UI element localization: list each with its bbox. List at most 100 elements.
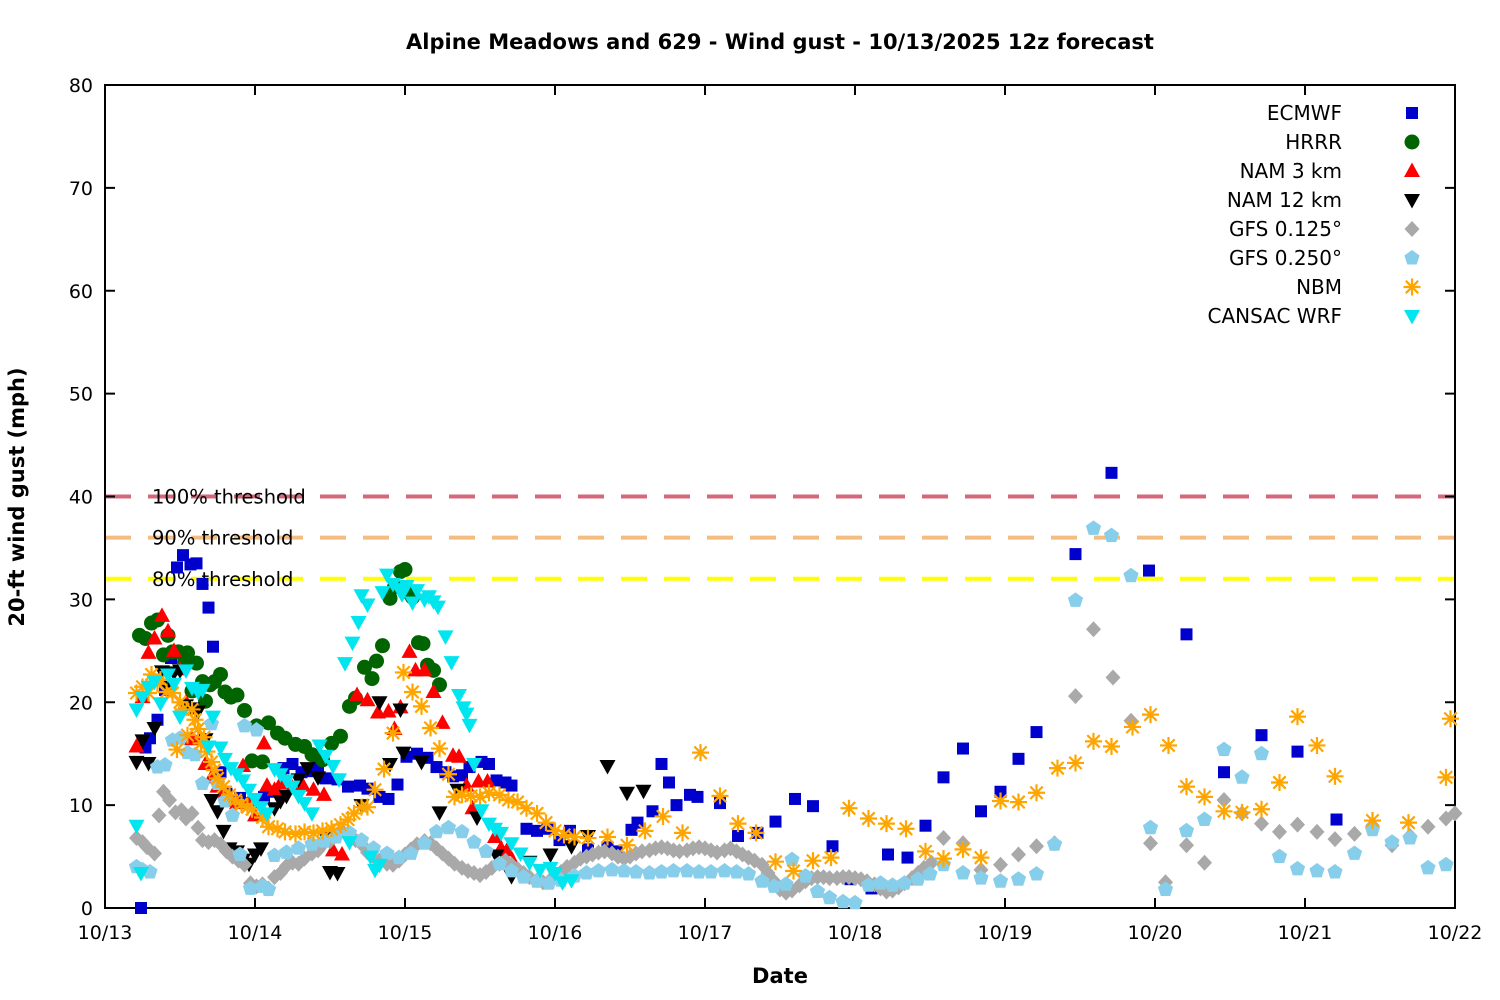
point-ecmwf — [1030, 726, 1043, 739]
point-nbm — [500, 791, 517, 809]
point-nbm — [206, 761, 223, 779]
point-legend-marker-gfs-0-250 — [1404, 250, 1420, 265]
point-ecmwf — [1012, 752, 1025, 765]
point-nbm — [1215, 802, 1233, 820]
point-nbm — [462, 787, 480, 805]
legend-label-nam-12-km: NAM 12 km — [1227, 188, 1342, 212]
point-gfs-0-250 — [1309, 863, 1325, 878]
legend-label-ecmwf: ECMWF — [1267, 101, 1342, 125]
point-gfs-0-250 — [1402, 830, 1418, 845]
point-nbm — [1067, 754, 1084, 772]
point-cansac-wrf — [194, 683, 211, 699]
point-nbm — [1253, 800, 1270, 818]
point-cansac-wrf — [344, 636, 361, 652]
point-nam-3-km — [256, 734, 272, 750]
x-tick-label: 10/15 — [378, 922, 433, 944]
point-cansac-wrf — [235, 774, 251, 789]
point-hrrr — [198, 693, 213, 709]
point-gfs-0-250 — [515, 869, 532, 884]
point-nam-3-km — [425, 683, 442, 698]
point-nbm — [471, 788, 489, 806]
point-nbm — [453, 786, 471, 804]
point-gfs-0-125 — [1309, 823, 1325, 840]
point-nbm — [767, 853, 784, 871]
point-nbm — [1103, 737, 1120, 755]
point-gfs-0-125 — [1011, 846, 1026, 863]
point-hrrr — [375, 638, 390, 654]
point-nam-12-km — [635, 784, 652, 800]
point-cansac-wrf — [409, 584, 425, 599]
point-hrrr — [261, 715, 276, 731]
point-gfs-0-250 — [973, 870, 989, 885]
point-nbm — [254, 808, 271, 826]
point-nbm — [579, 829, 597, 847]
point-nbm — [192, 734, 210, 752]
point-gfs-0-250 — [1142, 819, 1159, 835]
point-gfs-0-125 — [993, 856, 1008, 873]
point-nbm — [345, 804, 363, 822]
point-gfs-0-250 — [242, 880, 259, 895]
x-tick-label: 10/17 — [678, 922, 733, 944]
point-nam-12-km — [215, 824, 232, 840]
point-nbm — [599, 828, 616, 846]
point-ecmwf — [196, 577, 209, 590]
x-tick-label: 10/22 — [1428, 922, 1483, 944]
point-legend-marker-nam-12-km — [1404, 194, 1420, 209]
point-nbm — [1308, 736, 1326, 754]
point-nam-12-km — [209, 805, 226, 820]
point-ecmwf — [1180, 628, 1193, 641]
point-ecmwf — [957, 742, 969, 755]
point-cansac-wrf — [311, 739, 328, 754]
point-ecmwf — [564, 824, 576, 837]
point-ecmwf — [789, 792, 801, 805]
point-gfs-0-250 — [260, 881, 277, 896]
point-gfs-0-250 — [1123, 567, 1139, 583]
point-cansac-wrf — [493, 826, 509, 842]
point-cansac-wrf — [563, 874, 580, 889]
point-gfs-0-125 — [1447, 805, 1463, 822]
point-cansac-wrf — [152, 697, 169, 712]
point-ecmwf — [901, 851, 914, 864]
point-gfs-0-250 — [1010, 871, 1027, 886]
point-gfs-0-250 — [1196, 811, 1213, 826]
point-gfs-0-250 — [922, 866, 938, 881]
point-gfs-0-250 — [187, 746, 203, 762]
point-cansac-wrf — [532, 863, 548, 879]
point-gfs-0-250 — [778, 876, 794, 891]
point-hrrr — [369, 653, 384, 669]
point-ecmwf — [391, 778, 404, 791]
point-gfs-0-250 — [1216, 741, 1232, 756]
point-ecmwf — [826, 840, 839, 853]
point-nbm — [518, 799, 535, 817]
point-cansac-wrf — [146, 675, 163, 691]
point-ecmwf — [691, 790, 704, 803]
point-cansac-wrf — [371, 858, 388, 874]
x-tick-label: 10/13 — [78, 922, 133, 944]
point-gfs-0-250 — [1178, 822, 1195, 838]
point-hrrr — [357, 659, 372, 675]
point-gfs-0-250 — [884, 877, 901, 892]
point-nam-12-km — [128, 755, 145, 771]
point-nbm — [636, 822, 654, 840]
point-nbm — [332, 816, 349, 834]
point-nbm — [152, 671, 169, 689]
point-nbm — [491, 786, 508, 804]
point-gfs-0-125 — [1420, 818, 1436, 835]
point-gfs-0-250 — [194, 775, 211, 790]
point-gfs-0-250 — [754, 873, 770, 888]
point-gfs-0-125 — [190, 819, 206, 836]
point-hrrr — [364, 671, 380, 687]
point-nam-12-km — [542, 848, 559, 864]
point-nam-3-km — [128, 737, 145, 753]
point-nbm — [174, 700, 192, 718]
point-hrrr — [415, 636, 431, 652]
point-gfs-0-250 — [847, 894, 863, 910]
point-cansac-wrf — [374, 586, 391, 601]
point-gfs-0-250 — [248, 722, 265, 737]
point-gfs-0-250 — [784, 851, 800, 867]
x-tick-label: 10/20 — [1128, 922, 1183, 944]
point-ecmwf — [670, 799, 683, 812]
point-nam-12-km — [278, 789, 295, 805]
point-gfs-0-250 — [157, 757, 173, 772]
